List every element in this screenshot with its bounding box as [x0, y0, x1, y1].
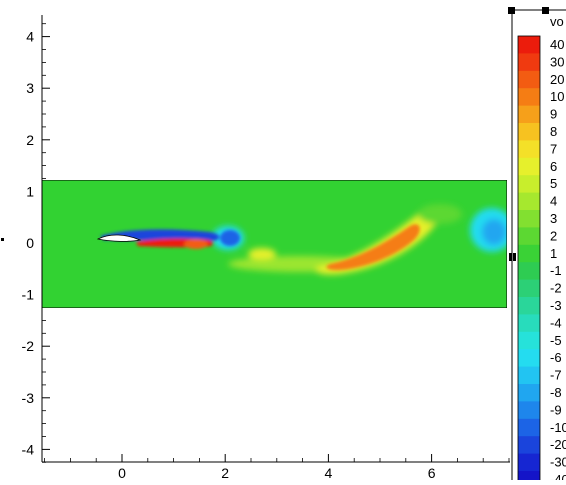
legend-handle[interactable] — [508, 7, 515, 14]
flow-domain — [42, 180, 507, 308]
colorbar-swatch — [518, 36, 540, 54]
x-tick-label: 2 — [221, 465, 229, 480]
colorbar-swatch — [518, 471, 540, 485]
weak-vortex — [418, 204, 462, 224]
colorbar-swatch — [518, 314, 540, 333]
colorbar-swatch — [518, 279, 540, 298]
colorbar-label: 7 — [550, 141, 557, 156]
colorbar-label: -3 — [550, 298, 562, 313]
colorbar-label: 5 — [550, 176, 557, 191]
negative-vortex-core — [482, 219, 506, 245]
colorbar-swatch — [518, 401, 540, 420]
colorbar-swatch — [518, 297, 540, 315]
colorbar-swatch — [518, 140, 540, 159]
colorbar-label: 9 — [550, 107, 557, 122]
colorbar-label: -30 — [550, 455, 566, 470]
colorbar-swatch — [518, 192, 540, 211]
colorbar-label: 4 — [550, 194, 557, 209]
colorbar-label: -10 — [550, 420, 566, 435]
colorbar-label: -7 — [550, 368, 562, 383]
colorbar-label: 1 — [550, 246, 557, 261]
colorbar-swatch — [518, 70, 540, 89]
colorbar-label: 8 — [550, 124, 557, 139]
colorbar-label: -9 — [550, 402, 562, 417]
colorbar-label: 30 — [550, 54, 564, 69]
lower-shear-vortex — [184, 239, 208, 249]
colorbar-title: vo — [550, 14, 564, 29]
y-tick-label: 3 — [26, 80, 34, 96]
y-tick-label: 4 — [26, 29, 34, 45]
y-tick-label: -1 — [22, 287, 35, 303]
axis-marker — [1, 238, 4, 241]
colorbar-swatch — [518, 227, 540, 246]
x-tick-labels: 0 2 4 6 — [118, 465, 436, 481]
x-tick-label: 6 — [428, 465, 436, 480]
x-tick-label: 0 — [118, 465, 126, 480]
y-tick-label: 2 — [26, 132, 34, 148]
colorbar-legend[interactable]: vo 40 30 20 10 9 8 7 6 5 4 3 2 1 -1 -2 -3 -4 -5 -6 -7 -8 -9 -1… — [508, 7, 566, 485]
colorbar-swatch — [518, 453, 540, 472]
colorbar-swatch — [518, 418, 540, 437]
y-tick-labels: -4 -3 -2 -1 0 1 2 3 4 — [22, 29, 35, 458]
colorbar-swatch — [518, 262, 540, 281]
domain-background — [42, 180, 507, 308]
y-tick-label: -4 — [22, 441, 35, 457]
colorbar-label: -40 — [550, 472, 566, 480]
x-tick-label: 4 — [325, 465, 333, 480]
colorbar-label: -5 — [550, 333, 562, 348]
colorbar-swatch — [518, 105, 540, 124]
y-tick-label: -3 — [22, 390, 35, 406]
colorbar-swatch — [518, 331, 540, 350]
colorbar-swatch — [518, 88, 540, 107]
colorbar-swatch — [518, 157, 540, 176]
positive-vortex-halo — [315, 209, 439, 275]
colorbar-label: 2 — [550, 228, 557, 243]
colorbar-swatch — [518, 123, 540, 141]
colorbar-swatch — [518, 53, 540, 72]
colorbar-label: -8 — [550, 385, 562, 400]
small-positive-vortex — [248, 248, 276, 260]
y-tick-label: 0 — [26, 235, 34, 251]
colorbar-swatch — [518, 384, 540, 402]
positive-vortex-core — [326, 224, 420, 271]
legend-handle[interactable] — [542, 7, 549, 14]
y-tick-label: 1 — [26, 183, 34, 199]
colorbar-swatch — [518, 436, 540, 455]
colorbar-label: -6 — [550, 350, 562, 365]
colorbar-label: -2 — [550, 281, 562, 296]
colorbar-label: 3 — [550, 211, 557, 226]
shed-vortex-core — [220, 230, 240, 246]
colorbar-label: -4 — [550, 315, 562, 330]
colorbar-swatch — [518, 366, 540, 385]
colorbar-swatch — [518, 244, 540, 263]
colorbar-label: -1 — [550, 263, 562, 278]
colorbar-label: -20 — [550, 437, 566, 452]
colorbar-outline — [517, 35, 541, 485]
colorbar: 40 30 20 10 9 8 7 6 5 4 3 2 1 -1 -2 -3 -4 -5 -6 -7 -8 -9 -10 -2… — [517, 35, 566, 485]
colorbar-label: 6 — [550, 159, 557, 174]
y-tick-label: -2 — [22, 338, 35, 354]
airfoil-body — [96, 234, 142, 242]
colorbar-label: 40 — [550, 37, 564, 52]
colorbar-swatch — [518, 349, 540, 368]
colorbar-swatch — [518, 175, 540, 194]
frame-handle[interactable] — [509, 253, 512, 261]
colorbar-label: 20 — [550, 72, 564, 87]
colorbar-swatch — [518, 210, 540, 228]
colorbar-label: 10 — [550, 89, 564, 104]
frame-handle[interactable] — [513, 253, 516, 261]
